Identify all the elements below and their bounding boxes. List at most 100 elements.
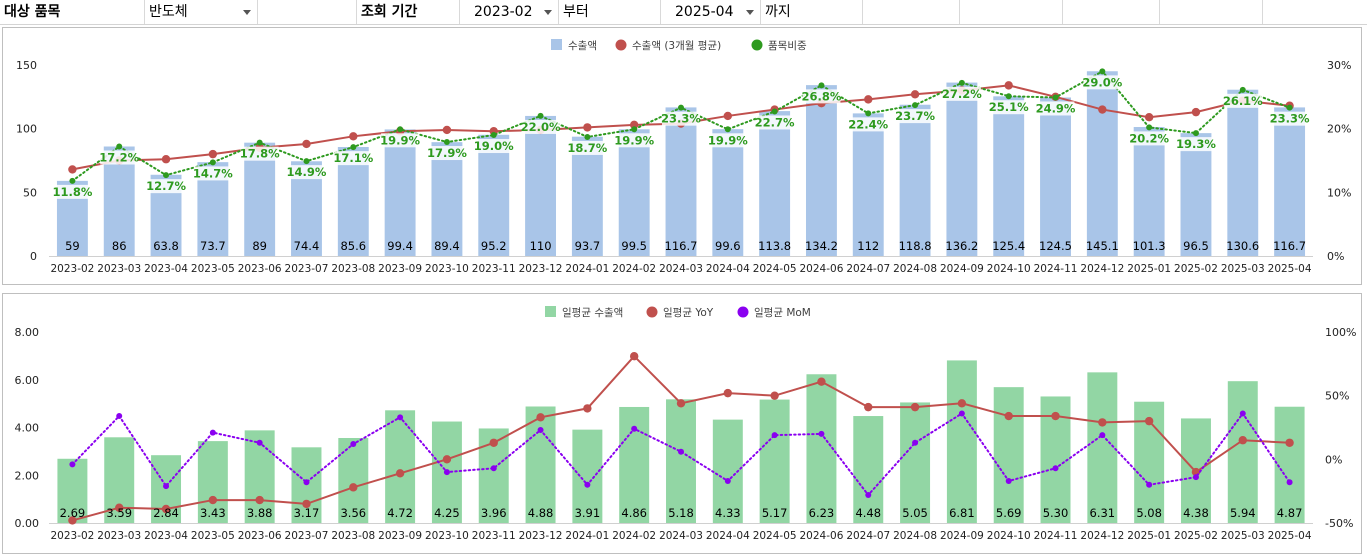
- bar: [946, 360, 977, 523]
- chart-legend: 수출액 수출액 (3개월 평균) 품목비중: [551, 39, 807, 52]
- x-category-label: 2024-03: [659, 263, 703, 275]
- dotted-point: [584, 481, 591, 488]
- y-left-tick-label: 4.00: [15, 422, 40, 435]
- daily-export-chart[interactable]: 일평균 수출액 일평균 YoY 일평균 MoM 0.00 2.00 4.00 6.00 8.0…: [2, 293, 1362, 554]
- bar-data-label: 118.8: [899, 239, 932, 253]
- bar-data-label: 5.69: [996, 506, 1022, 520]
- dotted-point: [443, 469, 450, 476]
- daily-export-chart-svg: 일평균 수출액 일평균 YoY 일평균 MoM 0.00 2.00 4.00 6.00 8.0…: [15, 306, 1356, 542]
- dotted-point: [443, 139, 450, 146]
- to-label: 까지: [761, 0, 863, 24]
- y-left-tick-label: 50: [23, 186, 37, 199]
- x-category-label: 2024-02: [612, 530, 656, 542]
- dotted-point: [584, 133, 591, 140]
- line-point: [349, 483, 358, 492]
- chevron-down-icon[interactable]: [544, 10, 552, 15]
- bar-data-label: 59: [65, 239, 80, 253]
- x-category-label: 2024-02: [612, 263, 656, 275]
- share-data-label: 18.7%: [567, 141, 607, 155]
- bar-data-label: 4.88: [528, 506, 554, 520]
- dotted-point: [865, 110, 872, 117]
- export-amount-chart[interactable]: 수출액 수출액 (3개월 평균) 품목비중 0 50 100 150 0% 10% 20% 30% 2…: [2, 27, 1362, 285]
- bar: [946, 82, 978, 257]
- share-data-label: 19.9%: [614, 133, 654, 147]
- bar: [525, 406, 556, 523]
- dotted-point: [350, 441, 357, 448]
- data-label-bg: [1036, 101, 1075, 116]
- line-point: [1238, 436, 1247, 445]
- data-label-bg: [802, 89, 841, 104]
- share-data-label: 25.1%: [989, 100, 1029, 114]
- bar-data-label: 113.8: [758, 239, 791, 253]
- data-label-bg: [287, 165, 326, 180]
- dotted-point: [631, 126, 638, 133]
- end-period-dropdown[interactable]: 2025-04: [661, 0, 761, 24]
- bar: [1040, 97, 1071, 256]
- dotted-point: [256, 439, 263, 446]
- empty-cell: [1063, 0, 1160, 24]
- dotted-point: [116, 143, 123, 150]
- bar: [103, 146, 135, 256]
- y-left-tick-label: 100: [16, 123, 37, 136]
- bar-data-label: 93.7: [575, 239, 601, 253]
- data-label-bg: [240, 146, 279, 161]
- dotted-point: [490, 132, 497, 139]
- dotted-point: [350, 144, 357, 151]
- item-dropdown[interactable]: 반도체: [145, 0, 258, 24]
- line-point: [629, 351, 639, 361]
- x-category-label: 2023-05: [191, 530, 235, 542]
- dotted-point: [1192, 130, 1199, 137]
- dotted-point: [256, 139, 263, 146]
- x-category-label: 2024-12: [1080, 530, 1124, 542]
- data-label-bg: [989, 100, 1028, 115]
- x-category-label: 2024-07: [846, 530, 890, 542]
- line-point: [1098, 105, 1107, 114]
- x-category-label: 2024-05: [753, 530, 797, 542]
- data-label-bg: [521, 119, 560, 134]
- share-data-label: 12.7%: [146, 179, 186, 193]
- bar-data-label: 3.17: [294, 506, 320, 520]
- share-data-label: 23.3%: [1270, 112, 1310, 126]
- filter-bar: 대상 품목 반도체 조회 기간 2023-02 부터 2025-04 까지: [0, 0, 1367, 25]
- line-point: [1004, 411, 1013, 421]
- share-data-label: 27.2%: [942, 87, 982, 101]
- dotted-point: [1005, 93, 1012, 100]
- bar-data-label: 6.31: [1090, 506, 1116, 520]
- chevron-down-icon[interactable]: [746, 10, 754, 15]
- x-category-label: 2024-10: [987, 530, 1031, 542]
- bar-data-label: 95.2: [481, 239, 507, 253]
- data-label-bg: [53, 184, 92, 199]
- share-data-label: 14.7%: [193, 166, 233, 180]
- dotted-point: [1099, 432, 1106, 439]
- bar: [993, 387, 1024, 523]
- bar-data-label: 134.2: [805, 239, 838, 253]
- line-point: [910, 90, 920, 99]
- bar-data-label: 96.5: [1183, 239, 1209, 253]
- x-category-label: 2024-06: [800, 530, 844, 542]
- chevron-down-icon[interactable]: [243, 10, 251, 15]
- legend-swatch-bar: [545, 306, 556, 317]
- bar: [1274, 107, 1306, 256]
- x-category-label: 2023-11: [472, 530, 516, 542]
- x-category-label: 2023-06: [238, 263, 282, 275]
- y-left-tick-label: 2.00: [15, 469, 40, 482]
- end-period-value: 2025-04: [675, 4, 734, 20]
- legend-label: 수출액: [568, 40, 597, 52]
- y-left-tick-label: 8.00: [15, 326, 40, 339]
- x-category-label: 2025-01: [1127, 263, 1171, 275]
- share-data-label: 29.0%: [1082, 75, 1122, 89]
- dotted-point: [912, 439, 919, 446]
- dotted-point: [209, 429, 216, 436]
- start-period-dropdown[interactable]: 2023-02: [460, 0, 559, 24]
- line-point: [1051, 411, 1060, 421]
- bar-data-label: 2.69: [60, 506, 86, 520]
- dotted-point: [116, 413, 123, 420]
- bar: [385, 410, 416, 523]
- x-category-label: 2024-01: [565, 530, 609, 542]
- line-point: [1191, 107, 1201, 117]
- legend-swatch-marker: [737, 306, 749, 318]
- bar: [525, 115, 557, 256]
- line-point: [864, 95, 873, 104]
- line-point: [1144, 113, 1154, 122]
- line-point: [68, 516, 77, 525]
